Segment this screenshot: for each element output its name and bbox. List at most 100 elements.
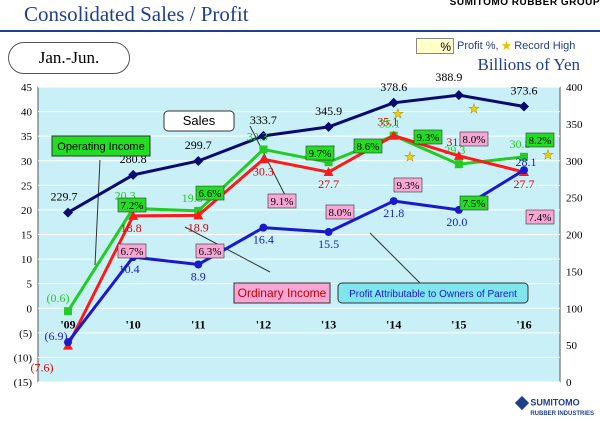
period-badge: Jan.-Jun. bbox=[8, 42, 130, 74]
x-axis-tick-label: '12 bbox=[256, 317, 271, 331]
data-label: 28.1 bbox=[516, 155, 537, 169]
brand-logo-bottom: SUMITOMO RUBBER INDUSTRIES bbox=[515, 395, 594, 419]
left-axis-tick-label: 45 bbox=[21, 82, 33, 94]
data-point bbox=[194, 260, 203, 269]
legend-note: % Profit %, ★ Record High bbox=[416, 38, 575, 54]
ordinary-margin-tag-text: 8.0% bbox=[463, 134, 486, 146]
right-axis-tick-label: 350 bbox=[566, 119, 583, 131]
operating-margin-tag bbox=[117, 197, 147, 213]
data-label: 345.9 bbox=[315, 104, 342, 118]
data-label: 16.4 bbox=[253, 233, 274, 247]
left-axis-tick-label: 5 bbox=[27, 279, 33, 291]
left-axis-tick-label: (10) bbox=[14, 352, 33, 364]
callout-leader-line bbox=[94, 159, 101, 266]
left-axis-tick-label: 10 bbox=[21, 254, 33, 266]
ordinary-margin-tag-text: 9.3% bbox=[397, 180, 420, 192]
title-divider bbox=[0, 30, 600, 32]
left-axis-tick-label: 40 bbox=[21, 107, 33, 119]
operating-margin-tag-text: 7.5% bbox=[463, 198, 486, 210]
callout-leader-line bbox=[369, 232, 421, 284]
right-axis-tick-label: 150 bbox=[566, 266, 583, 278]
page-title: Consolidated Sales / Profit bbox=[24, 2, 249, 26]
data-label: 373.6 bbox=[511, 83, 538, 97]
left-axis-tick-label: 30 bbox=[21, 156, 33, 168]
right-axis-tick-label: 100 bbox=[566, 303, 583, 315]
left-axis-tick-label: (5) bbox=[19, 328, 32, 340]
operating-callout-box bbox=[51, 135, 151, 157]
operating-margin-tag bbox=[525, 132, 555, 148]
data-label: 229.7 bbox=[51, 190, 78, 204]
data-point bbox=[323, 167, 334, 177]
ordinary-callout-box bbox=[233, 282, 331, 304]
profit-callout-text: Profit Attributable to Owners of Parent bbox=[349, 289, 517, 300]
operating-margin-tag bbox=[413, 129, 443, 145]
operating-margin-tag-text: 9.7% bbox=[309, 148, 332, 160]
ordinary-margin-tag-text: 8.0% bbox=[329, 207, 352, 219]
ordinary-margin-tag-text: 9.1% bbox=[271, 196, 294, 208]
data-point bbox=[324, 158, 333, 167]
data-label: (7.6) bbox=[31, 361, 54, 375]
operating-callout-text: Operating Income bbox=[57, 141, 144, 153]
data-label: 27.7 bbox=[514, 177, 535, 191]
data-label: 378.6 bbox=[380, 80, 407, 94]
series-line bbox=[66, 134, 525, 347]
data-point bbox=[259, 145, 268, 154]
data-label: 8.9 bbox=[191, 269, 206, 283]
operating-margin-tag bbox=[353, 138, 383, 154]
data-label: 18.9 bbox=[188, 220, 209, 234]
x-axis-tick-label: '11 bbox=[191, 317, 206, 331]
operating-margin-tag-text: 9.3% bbox=[417, 132, 440, 144]
left-axis-tick-label: 25 bbox=[21, 180, 33, 192]
x-axis-tick-label: '10 bbox=[125, 317, 140, 331]
brand-logo-top: SUMITOMO RUBBER GROUP bbox=[449, 0, 600, 8]
data-label: 10.4 bbox=[119, 262, 140, 276]
ordinary-margin-tag bbox=[459, 131, 489, 147]
data-point bbox=[388, 130, 399, 140]
brand-bottom-text: SUMITOMO bbox=[530, 397, 580, 408]
data-label: 15.5 bbox=[318, 237, 339, 251]
data-label: (6.9) bbox=[45, 329, 68, 343]
data-label: 299.7 bbox=[185, 138, 212, 152]
legend-percent-text: Profit %, bbox=[457, 40, 499, 52]
data-label: 35.1 bbox=[379, 117, 400, 131]
star-icon: ★ bbox=[404, 149, 416, 164]
operating-margin-tag bbox=[305, 145, 335, 161]
data-label: 32.3 bbox=[247, 129, 268, 143]
operating-margin-tag bbox=[195, 185, 225, 201]
data-point bbox=[323, 121, 334, 132]
data-label: (0.6) bbox=[47, 291, 70, 305]
right-axis-tick-label: 50 bbox=[566, 340, 578, 352]
star-icon: ★ bbox=[500, 38, 513, 53]
x-axis-tick-label: '09 bbox=[60, 317, 75, 331]
series-line bbox=[67, 93, 525, 214]
data-label: 27.7 bbox=[318, 177, 339, 191]
data-point bbox=[453, 90, 464, 101]
ordinary-margin-tag-text: 6.7% bbox=[121, 246, 144, 258]
data-point bbox=[259, 223, 268, 232]
operating-margin-tag-text: 6.6% bbox=[199, 188, 222, 200]
ordinary-margin-tag-text: 7.4% bbox=[529, 212, 552, 224]
ordinary-margin-tag bbox=[117, 243, 147, 259]
right-axis-tick-label: 200 bbox=[566, 230, 583, 242]
x-axis-tick-label: '14 bbox=[386, 317, 401, 331]
left-axis-tick-label: (15) bbox=[14, 377, 33, 389]
data-point bbox=[64, 307, 72, 316]
data-label: 35.1 bbox=[377, 115, 398, 129]
series-line bbox=[66, 168, 525, 344]
data-point bbox=[453, 150, 464, 160]
data-label: 20.0 bbox=[446, 215, 467, 229]
operating-margin-tag-text: 8.2% bbox=[529, 135, 552, 147]
brand-bottom-subtext: RUBBER INDUSTRIES bbox=[530, 411, 594, 417]
ordinary-margin-tag bbox=[195, 243, 225, 259]
data-point bbox=[63, 207, 73, 218]
right-axis-tick-label: 300 bbox=[566, 156, 583, 168]
brand-mark-icon bbox=[515, 395, 530, 411]
right-axis-tick-label: 0 bbox=[566, 377, 572, 389]
data-point bbox=[519, 101, 529, 112]
ordinary-margin-tag bbox=[267, 193, 297, 209]
data-label: 21.8 bbox=[383, 206, 404, 220]
data-label: 388.9 bbox=[435, 70, 462, 84]
data-label: 333.7 bbox=[250, 113, 277, 127]
ordinary-margin-tag-text: 6.3% bbox=[199, 246, 222, 258]
